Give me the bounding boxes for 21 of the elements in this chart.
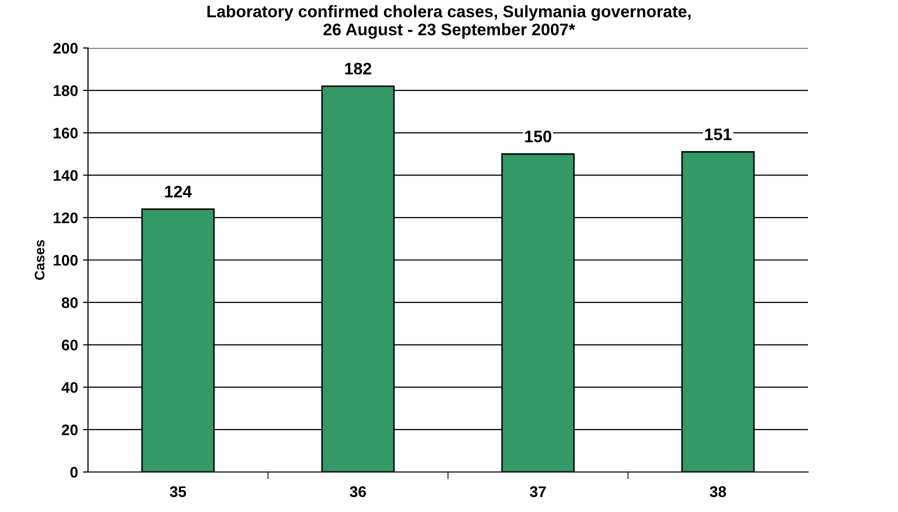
data-label: 182: [345, 62, 372, 75]
y-tick-label: 160: [54, 128, 78, 138]
x-tick-label: 37: [530, 486, 546, 498]
y-tick-label: 80: [62, 297, 78, 308]
y-tick-label: 140: [54, 170, 78, 181]
x-tick-label: 38: [710, 486, 726, 498]
data-label: 150: [525, 130, 552, 142]
chart-title: Laboratory confirmed cholera cases, Sulymania governorate, 26 August - 23 September 2007*: [207, 5, 691, 39]
data-label: 124: [165, 186, 192, 198]
y-tick-label: 20: [62, 424, 78, 436]
y-tick-label: 120: [54, 212, 78, 224]
data-label: 151: [705, 128, 732, 140]
y-tick-label: 180: [54, 85, 78, 96]
y-tick-label: 100: [54, 254, 78, 266]
y-tick-label: 200: [53, 42, 78, 54]
x-tick-label: 35: [170, 486, 186, 498]
y-tick-label: 0: [70, 466, 78, 478]
y-axis-title: Cases: [34, 240, 44, 280]
x-tick-label: 36: [350, 486, 366, 498]
y-tick-label: 60: [62, 340, 78, 350]
y-tick-label: 40: [62, 382, 78, 393]
